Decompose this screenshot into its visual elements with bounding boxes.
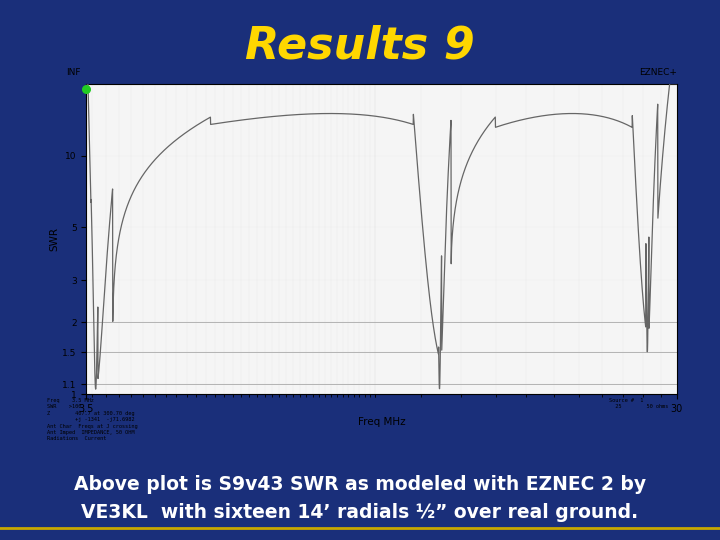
Text: Above plot is S9v43 SWR as modeled with EZNEC 2 by: Above plot is S9v43 SWR as modeled with … <box>74 475 646 494</box>
X-axis label: Freq MHz: Freq MHz <box>358 417 405 427</box>
Text: Freq    3.5 MHz
SWR    >100
Z        407.7 at 300.70 deg
         +j -1341  -j71: Freq 3.5 MHz SWR >100 Z 407.7 at 300.70 … <box>48 398 138 442</box>
Text: EZNEC+: EZNEC+ <box>639 69 677 77</box>
Text: Source #  1
  25        50 ohms: Source # 1 25 50 ohms <box>608 398 668 409</box>
Y-axis label: SWR: SWR <box>50 227 60 251</box>
Text: VE3KL  with sixteen 14’ radials ½” over real ground.: VE3KL with sixteen 14’ radials ½” over r… <box>81 503 639 522</box>
Text: Results 9: Results 9 <box>245 24 475 68</box>
Text: INF: INF <box>66 69 81 77</box>
